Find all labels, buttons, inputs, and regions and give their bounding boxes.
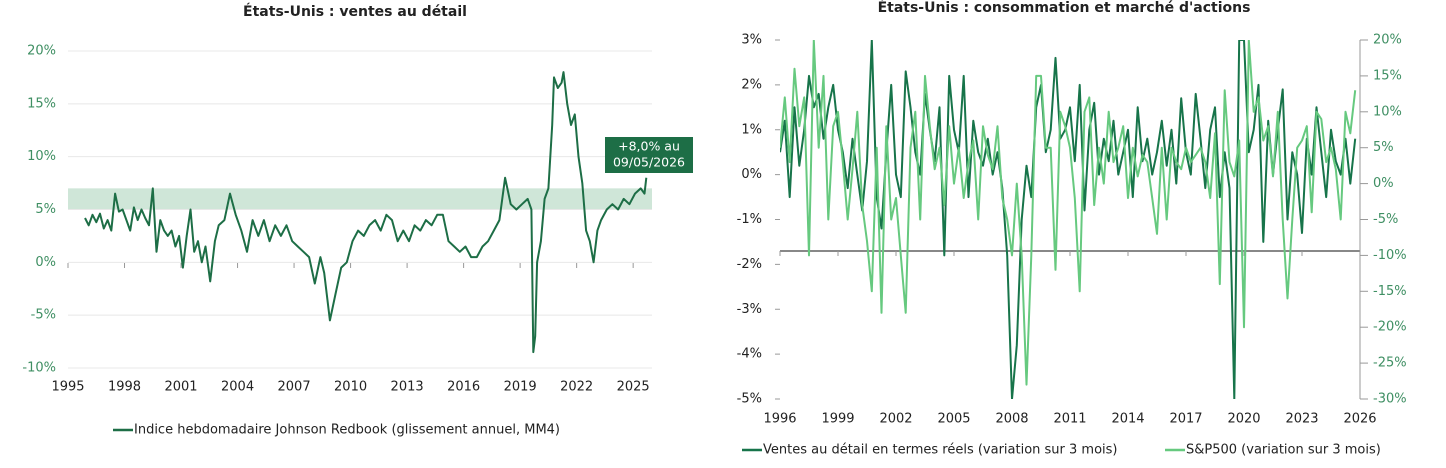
x-tick-label: 2026 (1343, 412, 1376, 427)
chart-title: États-Unis : ventes au détail (243, 3, 467, 20)
x-tick-label: 2004 (221, 380, 254, 395)
annotation-text: 09/05/2026 (613, 155, 685, 170)
x-tick-label: 2017 (1169, 412, 1202, 427)
y-tick-label: -1% (737, 212, 762, 227)
y-tick-label: 20% (27, 44, 56, 59)
x-tick-label: 2011 (1053, 412, 1086, 427)
y-tick-label: 0% (35, 255, 56, 270)
y2-tick-label: 10% (1373, 104, 1402, 119)
y2-tick-label: -30% (1373, 392, 1407, 407)
legend-label: Indice hebdomadaire Johnson Redbook (gli… (134, 423, 560, 438)
x-tick-label: 1995 (51, 380, 84, 395)
y2-tick-label: 5% (1373, 140, 1394, 155)
x-tick-label: 2008 (995, 412, 1028, 427)
series-line (780, 40, 1357, 399)
shaded-band (68, 188, 652, 210)
y2-tick-label: -15% (1373, 284, 1407, 299)
y2-tick-label: 20% (1373, 33, 1402, 48)
y-tick-label: -3% (737, 302, 762, 317)
x-tick-label: 2002 (879, 412, 912, 427)
annotation-text: +8,0% au (618, 139, 680, 154)
x-tick-label: 2020 (1227, 412, 1260, 427)
chart-title: États-Unis : consommation et marché d'ac… (878, 0, 1251, 16)
x-tick-label: 2013 (391, 380, 424, 395)
y2-tick-label: -25% (1373, 356, 1407, 371)
y-tick-label: -5% (31, 308, 56, 323)
x-tick-label: 2007 (278, 380, 311, 395)
plot-area (84, 71, 648, 354)
y2-tick-label: 0% (1373, 176, 1394, 191)
x-tick-label: 2025 (617, 380, 650, 395)
y-tick-label: -2% (737, 257, 762, 272)
y2-tick-label: -5% (1373, 212, 1398, 227)
y-tick-label: -10% (22, 361, 56, 376)
x-tick-label: 2010 (334, 380, 367, 395)
x-tick-label: 2016 (447, 380, 480, 395)
legend-label: S&P500 (variation sur 3 mois) (1186, 443, 1381, 458)
y-tick-label: 1% (741, 122, 762, 137)
y-tick-label: 0% (741, 167, 762, 182)
x-tick-label: 1999 (821, 412, 854, 427)
y-tick-label: 2% (741, 77, 762, 92)
x-tick-label: 2023 (1285, 412, 1318, 427)
x-tick-label: 1996 (763, 412, 796, 427)
y-tick-label: 3% (741, 33, 762, 48)
legend-label: Ventes au détail en termes réels (variat… (763, 443, 1118, 458)
series-line (84, 71, 648, 354)
y-tick-label: 15% (27, 96, 56, 111)
x-tick-label: 2001 (164, 380, 197, 395)
y2-tick-label: -10% (1373, 248, 1407, 263)
y-tick-label: 10% (27, 149, 56, 164)
x-tick-label: 2014 (1111, 412, 1144, 427)
y2-tick-label: -20% (1373, 320, 1407, 335)
x-tick-label: 2019 (504, 380, 537, 395)
y2-tick-label: 15% (1373, 68, 1402, 83)
x-tick-label: 2005 (937, 412, 970, 427)
x-tick-label: 1998 (108, 380, 141, 395)
series-line (780, 40, 1357, 386)
x-tick-label: 2022 (560, 380, 593, 395)
y-tick-label: 5% (35, 202, 56, 217)
y-tick-label: -5% (737, 392, 762, 407)
annotation-box (605, 137, 693, 173)
plot-area (780, 40, 1357, 399)
y-tick-label: -4% (737, 347, 762, 362)
